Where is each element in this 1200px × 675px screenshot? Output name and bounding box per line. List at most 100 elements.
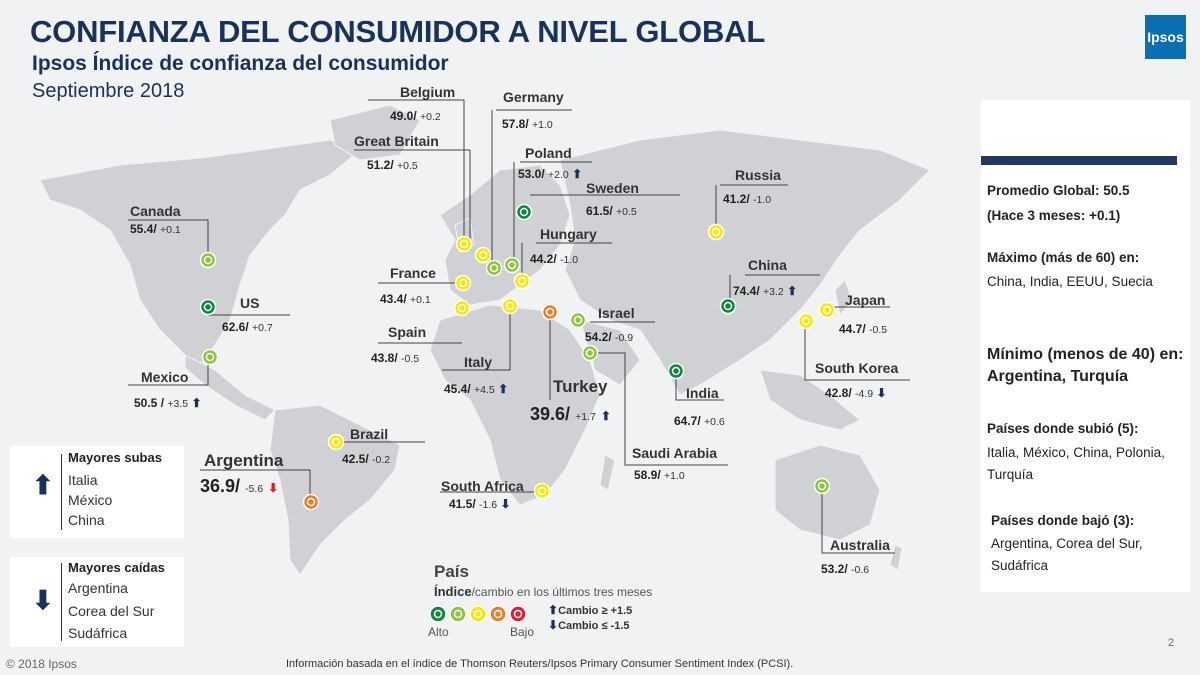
down-arrow-icon: ⬇ (548, 618, 559, 632)
country-marker-argentina (302, 493, 320, 511)
country-label-us: US (240, 295, 260, 311)
country-marker-germany (485, 259, 503, 277)
loser-item: Sudáfrica (68, 625, 128, 641)
summary-panel: Promedio Global: 50.5 (Hace 3 meses: +0.… (981, 100, 1190, 592)
country-marker-ring (573, 315, 583, 325)
legend-high-label: Alto (428, 625, 449, 639)
country-marker-us (199, 298, 217, 316)
source-note: Información basada en el índice de Thoms… (286, 658, 794, 670)
country-marker-ring (489, 263, 499, 273)
landmass-new-zealand (889, 544, 903, 571)
landmass-south-america (269, 404, 401, 576)
country-index-belgium: 49.0/ +0.2 (390, 109, 441, 123)
country-marker-ring (723, 301, 733, 311)
country-label-russia: Russia (735, 167, 781, 183)
country-index-poland: 53.0/ +2.0 ⬆ (518, 167, 583, 181)
country-marker-turkey (541, 303, 559, 321)
up-arrow-icon: ⬆ (191, 396, 202, 410)
country-label-israel: Israel (598, 305, 635, 321)
country-marker-brazil (327, 433, 345, 451)
country-marker-ring (671, 366, 681, 376)
country-label-hungary: Hungary (540, 226, 597, 242)
up-title: Países donde subió (5): (987, 421, 1139, 436)
legend-subtitle: Índice/cambio en los últimos tres meses (434, 584, 653, 599)
copyright: © 2018 Ipsos (6, 657, 77, 671)
down-arrow-icon: ⬇ (268, 481, 279, 495)
country-index-argentina: 36.9/ -5.6 ⬇ (200, 476, 279, 496)
landmass-central-america (184, 354, 276, 421)
country-marker-ring (478, 250, 488, 260)
country-label-australia: Australia (830, 537, 890, 553)
page-subtitle: Ipsos Índice de confianza del consumidor (32, 52, 449, 75)
ipsos-logo: Ipsos (1145, 15, 1186, 59)
country-marker-ring (517, 276, 527, 286)
country-marker-ring (459, 239, 469, 249)
top-gainers-box: ⬆ Mayores subas Italia México China (10, 446, 184, 538)
landmass-southeast-asia (759, 369, 861, 431)
landmass-madagascar (599, 454, 616, 491)
country-label-belgium: Belgium (400, 84, 456, 100)
legend-dot-ring (473, 609, 483, 619)
country-marker-ring (822, 305, 832, 315)
country-marker-ring (203, 302, 213, 312)
country-marker-australia (813, 477, 831, 495)
country-index-brazil: 42.5/ -0.2 (342, 452, 391, 466)
min-title: Mínimo (menos de 40) en: Argentina, Turq… (987, 346, 1184, 385)
country-index-turkey: 39.6/ +1.7 ⬆ (530, 404, 611, 424)
country-index-mexico: 50.5 / +3.5 ⬆ (134, 396, 202, 410)
landmass-africa (429, 304, 601, 506)
down-arrow-icon: ⬇ (32, 585, 54, 615)
country-marker-israel (569, 311, 587, 329)
up-arrow-icon: ⬆ (498, 382, 509, 396)
legend-scale (429, 605, 527, 623)
landmass-australia (774, 444, 881, 541)
country-label-france: France (390, 265, 436, 281)
country-index-japan: 44.7/ -0.5 (839, 322, 888, 336)
divider (61, 563, 62, 641)
country-index-spain: 43.8/ -0.5 (371, 351, 420, 365)
gainer-item: México (68, 492, 113, 508)
country-label-china: China (748, 257, 787, 273)
country-marker-ring (331, 437, 341, 447)
country-index-south-korea: 42.8/ -4.9 ⬇ (825, 386, 887, 400)
up-arrow-icon: ⬆ (787, 284, 798, 298)
top-gainers-title: Mayores subas (68, 450, 162, 465)
country-marker-hungary (513, 272, 531, 290)
country-label-sweden: Sweden (586, 180, 639, 196)
country-label-germany: Germany (503, 89, 564, 105)
top-losers-title: Mayores caídas (68, 560, 165, 575)
country-marker-ring (203, 255, 213, 265)
country-index-great-britain: 51.2/ +0.5 (367, 158, 418, 172)
page-title: CONFIANZA DEL CONSUMIDOR A NIVEL GLOBAL (30, 14, 766, 49)
country-label-south-korea: South Korea (815, 360, 899, 376)
down-arrow-icon: ⬇ (500, 497, 511, 511)
country-index-sweden: 61.5/ +0.5 (586, 204, 637, 218)
down-arrow-icon: ⬇ (876, 386, 887, 400)
up-arrow-icon: ⬆ (572, 167, 583, 181)
country-marker-ring (711, 227, 721, 237)
country-marker-ring (507, 260, 517, 270)
panel-divider (981, 156, 1177, 165)
country-marker-ring (545, 307, 555, 317)
legend-dot-very_high (429, 605, 447, 623)
legend-dot-ring (493, 609, 503, 619)
legend-dot-high (449, 605, 467, 623)
country-marker-india (667, 362, 685, 380)
legend-dot-ring (513, 609, 523, 619)
legend-dot-mid (469, 605, 487, 623)
country-label-mexico: Mexico (141, 369, 189, 385)
loser-item: Argentina (68, 580, 128, 596)
page-date: Septiembre 2018 (32, 80, 185, 102)
country-label-argentina: Argentina (204, 451, 284, 470)
country-label-south-africa: South Africa (441, 478, 524, 494)
country-marker-ring (505, 301, 515, 311)
country-marker-china (719, 297, 737, 315)
country-marker-ring (457, 303, 467, 313)
country-marker-poland (503, 256, 521, 274)
country-marker-belgium (455, 235, 473, 253)
country-label-canada: Canada (130, 203, 181, 219)
country-index-russia: 41.2/ -1.0 (723, 192, 772, 206)
country-label-brazil: Brazil (350, 426, 389, 442)
